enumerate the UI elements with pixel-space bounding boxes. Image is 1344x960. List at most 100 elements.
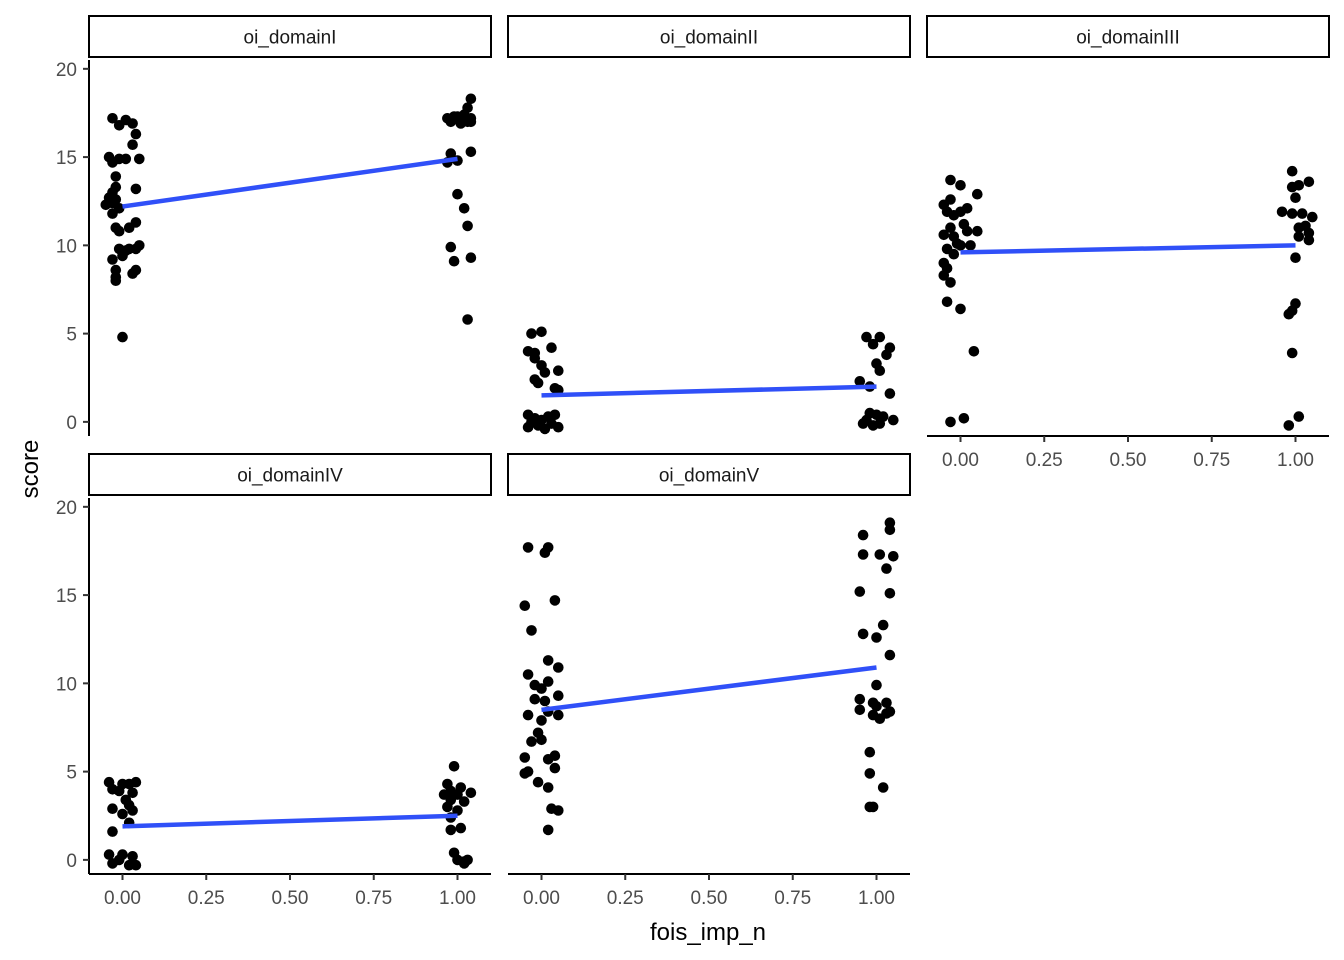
linear-fit-line [122, 813, 458, 829]
data-point [445, 116, 457, 128]
data-point [553, 365, 564, 377]
data-point [549, 409, 561, 421]
data-point [877, 619, 889, 631]
data-point [445, 824, 457, 836]
data-point [938, 229, 950, 241]
data-point [107, 826, 118, 837]
x-tick-label: 0.50 [272, 888, 309, 909]
data-point [867, 420, 879, 431]
data-point [1286, 181, 1298, 193]
data-point [107, 858, 118, 869]
data-point [458, 796, 470, 807]
data-point [113, 225, 125, 237]
data-point [888, 551, 899, 562]
data-point [854, 586, 866, 597]
data-point [445, 241, 457, 253]
x-tick-label: 0.75 [355, 888, 392, 909]
data-point [948, 248, 960, 260]
x-tick-label: 0.25 [607, 888, 644, 909]
facet-strip-label: oi_domainII [660, 28, 758, 49]
data-point [455, 822, 467, 834]
data-point [1307, 211, 1318, 223]
data-point [1290, 252, 1301, 263]
data-point [127, 118, 138, 129]
data-point [107, 157, 118, 168]
data-point [519, 768, 531, 779]
data-point [1296, 208, 1308, 219]
facet-strip-label: oi_domainIV [237, 466, 343, 487]
data-point [539, 367, 551, 378]
data-point [536, 715, 547, 726]
y-axis-title: score [17, 440, 44, 499]
data-point [955, 206, 966, 218]
facet-panel: oi_domainII [507, 15, 911, 435]
data-point [854, 704, 866, 716]
facet-panel: oi_domainI 0 5 10 15 20 [56, 15, 492, 436]
data-point [874, 331, 886, 343]
data-point [113, 120, 125, 131]
data-point [117, 808, 128, 820]
data-point [945, 222, 956, 233]
data-point [884, 588, 896, 599]
data-point [968, 346, 980, 357]
data-point [1286, 347, 1298, 359]
data-point [117, 331, 128, 343]
data-point [522, 542, 534, 553]
data-point [871, 632, 882, 643]
y-tick-label: 0 [66, 413, 77, 434]
y-tick-label: 5 [66, 325, 77, 346]
x-tick-label: 1.00 [439, 888, 476, 909]
data-point [884, 388, 896, 399]
x-tick-label: 0.50 [691, 888, 728, 909]
data-point [874, 549, 886, 560]
y-tick-label: 0 [66, 851, 77, 872]
facet-panel: oi_domainIII 0.00 0.25 0.50 0.75 1.00 [926, 15, 1330, 471]
data-point [871, 679, 882, 691]
y-tick-label: 15 [56, 586, 77, 607]
x-tick-label: 0.00 [942, 450, 979, 471]
y-tick-label: 15 [56, 148, 77, 169]
data-point [103, 849, 115, 860]
data-point [452, 188, 463, 200]
data-point [871, 701, 882, 712]
linear-fit-line [541, 665, 877, 713]
y-tick-label: 20 [56, 498, 77, 519]
data-point [542, 655, 554, 666]
data-point [442, 801, 453, 813]
data-point [130, 243, 142, 255]
data-point [1290, 192, 1301, 203]
data-point [542, 542, 554, 553]
facet-panel: oi_domainV 0.00 0.25 0.50 0.75 1.00 [507, 453, 911, 909]
linear-fit-line [122, 156, 458, 209]
data-point [465, 93, 477, 105]
data-point [945, 416, 956, 428]
data-point [127, 268, 138, 279]
data-point [854, 693, 866, 705]
linear-fit-line [960, 243, 1296, 255]
facet-strip-label: oi_domainI [244, 28, 337, 49]
y-tick-label: 10 [56, 236, 77, 257]
data-point [884, 649, 896, 661]
data-point [553, 709, 564, 721]
data-point [526, 328, 537, 339]
data-point [857, 628, 869, 640]
data-point [549, 762, 561, 774]
x-tick-label: 1.00 [1277, 450, 1314, 471]
data-point [462, 220, 473, 232]
linear-fit-line [541, 384, 877, 398]
facet-panels: oi_domainI 0 5 10 15 20 oi_domainII oi_domainII… [56, 15, 1330, 909]
data-point [888, 414, 899, 426]
data-point [465, 146, 477, 158]
data-point [854, 376, 866, 387]
data-point [877, 782, 889, 793]
data-point [1276, 206, 1288, 218]
data-point [965, 240, 976, 251]
data-point [113, 785, 125, 797]
data-point [857, 549, 869, 560]
data-point [539, 695, 551, 707]
data-point [945, 277, 956, 288]
data-point [107, 803, 118, 814]
y-tick-label: 10 [56, 674, 77, 695]
data-point [519, 752, 531, 763]
data-point [542, 676, 554, 687]
